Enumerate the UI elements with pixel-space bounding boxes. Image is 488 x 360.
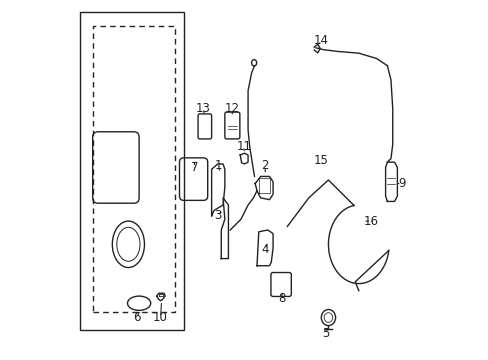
Text: 4: 4 — [261, 243, 268, 256]
Text: 13: 13 — [195, 102, 210, 115]
Text: 1: 1 — [214, 159, 222, 172]
Text: 12: 12 — [224, 102, 239, 115]
Text: 5: 5 — [321, 327, 328, 340]
Text: 15: 15 — [313, 154, 328, 167]
Text: 8: 8 — [278, 292, 285, 305]
Text: 6: 6 — [133, 311, 141, 324]
Text: 9: 9 — [397, 177, 405, 190]
Text: 10: 10 — [153, 311, 168, 324]
Text: 16: 16 — [363, 215, 378, 228]
Text: 14: 14 — [313, 34, 328, 47]
Text: 3: 3 — [214, 209, 221, 222]
Text: 11: 11 — [236, 140, 251, 153]
Text: 7: 7 — [190, 161, 198, 174]
Text: 2: 2 — [261, 159, 268, 172]
